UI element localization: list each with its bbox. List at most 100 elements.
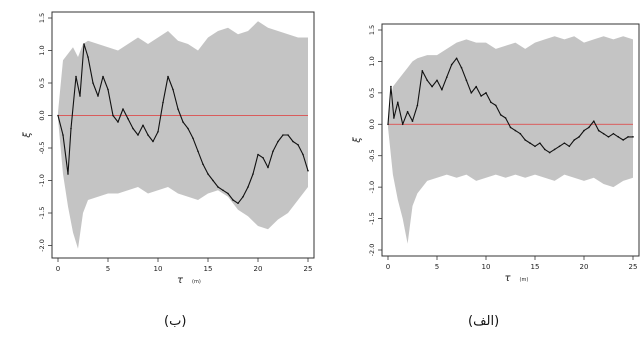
chart-right-series-point [421, 70, 424, 72]
chart-left-series-point [57, 114, 59, 117]
chart-left-series-point [292, 140, 294, 143]
chart-left-series-point [83, 43, 85, 45]
chart-right-series-point [602, 132, 605, 135]
chart-right-series-point [499, 114, 502, 116]
chart-left-series-point [70, 127, 72, 130]
chart-left-x-tick-label: 15 [204, 265, 213, 273]
chart-right-y-tick-label: 0.0 [368, 119, 376, 129]
chart-left-series-point [152, 140, 154, 143]
chart-left-series-point [247, 186, 249, 188]
chart-left-series-point [137, 134, 139, 136]
chart-right-series-point [475, 85, 477, 88]
chart-left-series-point [202, 163, 204, 166]
chart-right-series-point [524, 139, 526, 141]
chart-right-x-axis-unit: (m) [520, 277, 529, 283]
chart-left-series-point [272, 150, 274, 153]
chart-right-series-point [573, 139, 575, 141]
caption-left: (ب) [164, 314, 187, 329]
chart-right-series-point [597, 129, 600, 132]
chart-right-series-point [612, 132, 615, 135]
chart-left-series-point [107, 88, 109, 91]
chart-right-series-point [504, 117, 507, 119]
chart-left-y-tick-label: 0.5 [38, 78, 46, 88]
chart-left-series-point [212, 179, 214, 182]
chart-left-series-point [252, 173, 254, 175]
chart-left-series-point [267, 166, 269, 169]
chart-right-x-tick-label: 5 [435, 263, 439, 271]
chart-right: 0 5 10 15 20 25 -2.0 -1.5 -1.0 -0.5 0.0 0.5 1.0 1.5 τ (… [352, 23, 640, 284]
chart-left-y-tick-label: 0.0 [38, 110, 46, 120]
chart-left-x-tick-label: 5 [106, 265, 110, 273]
chart-right-y-tick-label: -2.0 [368, 244, 376, 257]
chart-right-series-point [544, 148, 546, 151]
chart-right-series-point [627, 136, 629, 138]
chart-left-series-point [207, 173, 209, 175]
chart-right-x-tick-label: 0 [386, 263, 390, 271]
chart-right-y-tick-label: -1.5 [368, 212, 376, 225]
chart-left-y-tick-label: -1.0 [38, 174, 46, 187]
chart-right-series-point [548, 151, 551, 154]
chart-right-series-point [431, 85, 433, 88]
chart-left-plot-frame [51, 11, 315, 259]
caption-right: (الف) [468, 314, 500, 329]
chart-right-series-point [387, 123, 389, 126]
chart-left-series-point [157, 130, 159, 133]
chart-left-series-point [262, 156, 264, 159]
chart-left-series-point [97, 95, 99, 97]
chart-left-series-point [87, 56, 89, 58]
chart-right-series-point [426, 79, 428, 82]
chart-right-series-point [436, 79, 438, 82]
chart-right-series-point [455, 57, 458, 60]
chart-left-series-point [112, 114, 114, 117]
chart-left-series-point [217, 186, 219, 188]
chart-left-series-point [257, 153, 259, 156]
chart-right-series-point [578, 136, 580, 138]
chart-left-series-point [122, 108, 124, 110]
chart-right-series-point [401, 123, 404, 126]
chart-right-x-tick-label: 10 [482, 263, 491, 271]
chart-left-series-point [162, 101, 164, 104]
chart-left-x-tick-label: 10 [154, 265, 163, 273]
chart-left-series-point [127, 117, 129, 120]
chart-right-y-tick-label: -0.5 [368, 149, 376, 162]
chart-left-series-point [287, 134, 289, 136]
chart-left-x-tick-label: 25 [304, 265, 313, 273]
chart-right-series-point [446, 76, 448, 78]
chart-left-series-point [172, 88, 174, 91]
chart-left-y-tick-label: -2.0 [38, 239, 46, 252]
chart-right-y-tick-label: 1.5 [368, 25, 376, 35]
chart-left-series-point [192, 137, 194, 140]
chart-right-series-point [553, 148, 556, 151]
chart-right-series-point [495, 104, 497, 107]
chart-right-series-point [583, 129, 585, 132]
chart-left-y-axis-label: ξ [22, 132, 33, 139]
chart-left-confidence-band [58, 21, 308, 249]
chart-left-series-point [132, 127, 134, 130]
chart-left-series-point [92, 82, 94, 84]
chart-right-plot-frame [381, 23, 640, 257]
chart-left-series-point [277, 140, 279, 143]
chart-left-series-line-0 [57, 43, 309, 204]
chart-right-series-point [519, 132, 522, 135]
chart-right-series-point [450, 63, 453, 66]
chart-right-series-point [490, 101, 492, 104]
chart-left-series-point [302, 153, 304, 156]
chart-right-series-point [593, 120, 595, 122]
chart-right-x-tick-label: 15 [531, 263, 540, 271]
chart-left-series-point [75, 75, 77, 78]
chart-left-series-point [227, 192, 229, 195]
chart-left-series-point [297, 143, 299, 146]
chart-right-series-point [406, 110, 409, 113]
chart-left-series-point [177, 108, 179, 110]
chart-right-x-tick-label: 25 [629, 263, 638, 271]
chart-right-series-point [534, 145, 536, 148]
chart-right-y-axis-label: ξ [352, 137, 363, 144]
chart-left-series-point [307, 169, 309, 172]
chart-left: 0 5 10 15 20 25 -2.0 -1.5 -1.0 -0.5 0.0 0.5 1.0 1.5 τ (… [22, 11, 315, 286]
chart-right-series-point [416, 104, 419, 107]
chart-right-y-tick-label: 1.0 [368, 56, 376, 66]
chart-right-series-point [514, 129, 517, 132]
chart-left-series-point [67, 173, 69, 175]
chart-left-series-point [147, 134, 149, 136]
